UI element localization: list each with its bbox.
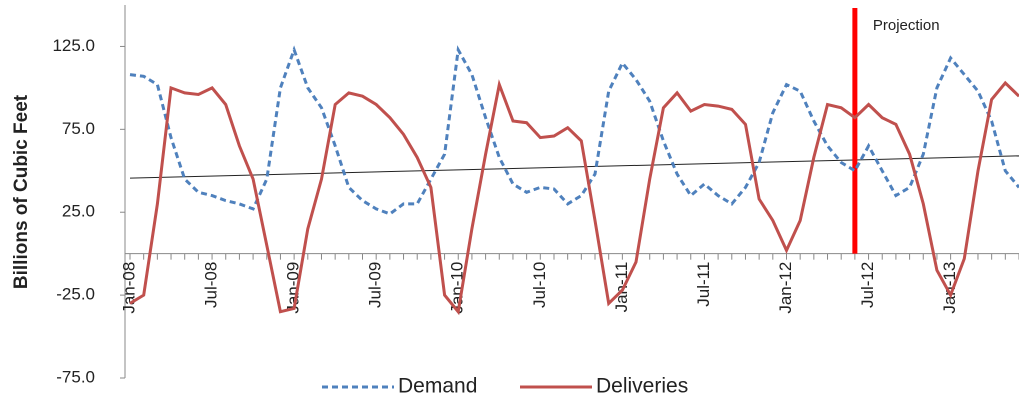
x-tick-label: Jan-11 bbox=[612, 262, 631, 313]
series-line bbox=[129, 79, 1019, 316]
legend-label: Demand bbox=[398, 375, 477, 398]
x-tick-label: Jul-11 bbox=[694, 262, 713, 307]
y-tick-label: 125.0 bbox=[52, 36, 95, 55]
x-tick-label: Jul-09 bbox=[366, 262, 385, 308]
x-tick-label: Jan-13 bbox=[940, 262, 959, 314]
y-tick-label: -25.0 bbox=[56, 285, 95, 304]
y-tick-label: -75.0 bbox=[56, 367, 95, 386]
x-tick-label: Jul-12 bbox=[858, 262, 877, 308]
x-tick-label: Jan-12 bbox=[776, 262, 795, 314]
y-tick-label: 75.0 bbox=[62, 119, 95, 138]
legend-label: Deliveries bbox=[596, 375, 688, 398]
x-tick-label: Jan-09 bbox=[284, 262, 303, 314]
y-axis-label: Billions of Cubic Feet bbox=[11, 94, 32, 289]
series-line bbox=[129, 45, 1019, 216]
projection-label: Projection bbox=[873, 17, 940, 34]
x-tick-label: Jan-10 bbox=[448, 262, 467, 314]
x-tick-label: Jul-10 bbox=[530, 262, 549, 308]
y-tick-label: 25.0 bbox=[62, 202, 95, 221]
x-tick-label: Jul-08 bbox=[202, 262, 221, 308]
x-tick-label: Jan-08 bbox=[119, 262, 138, 314]
trendline bbox=[129, 155, 1019, 179]
